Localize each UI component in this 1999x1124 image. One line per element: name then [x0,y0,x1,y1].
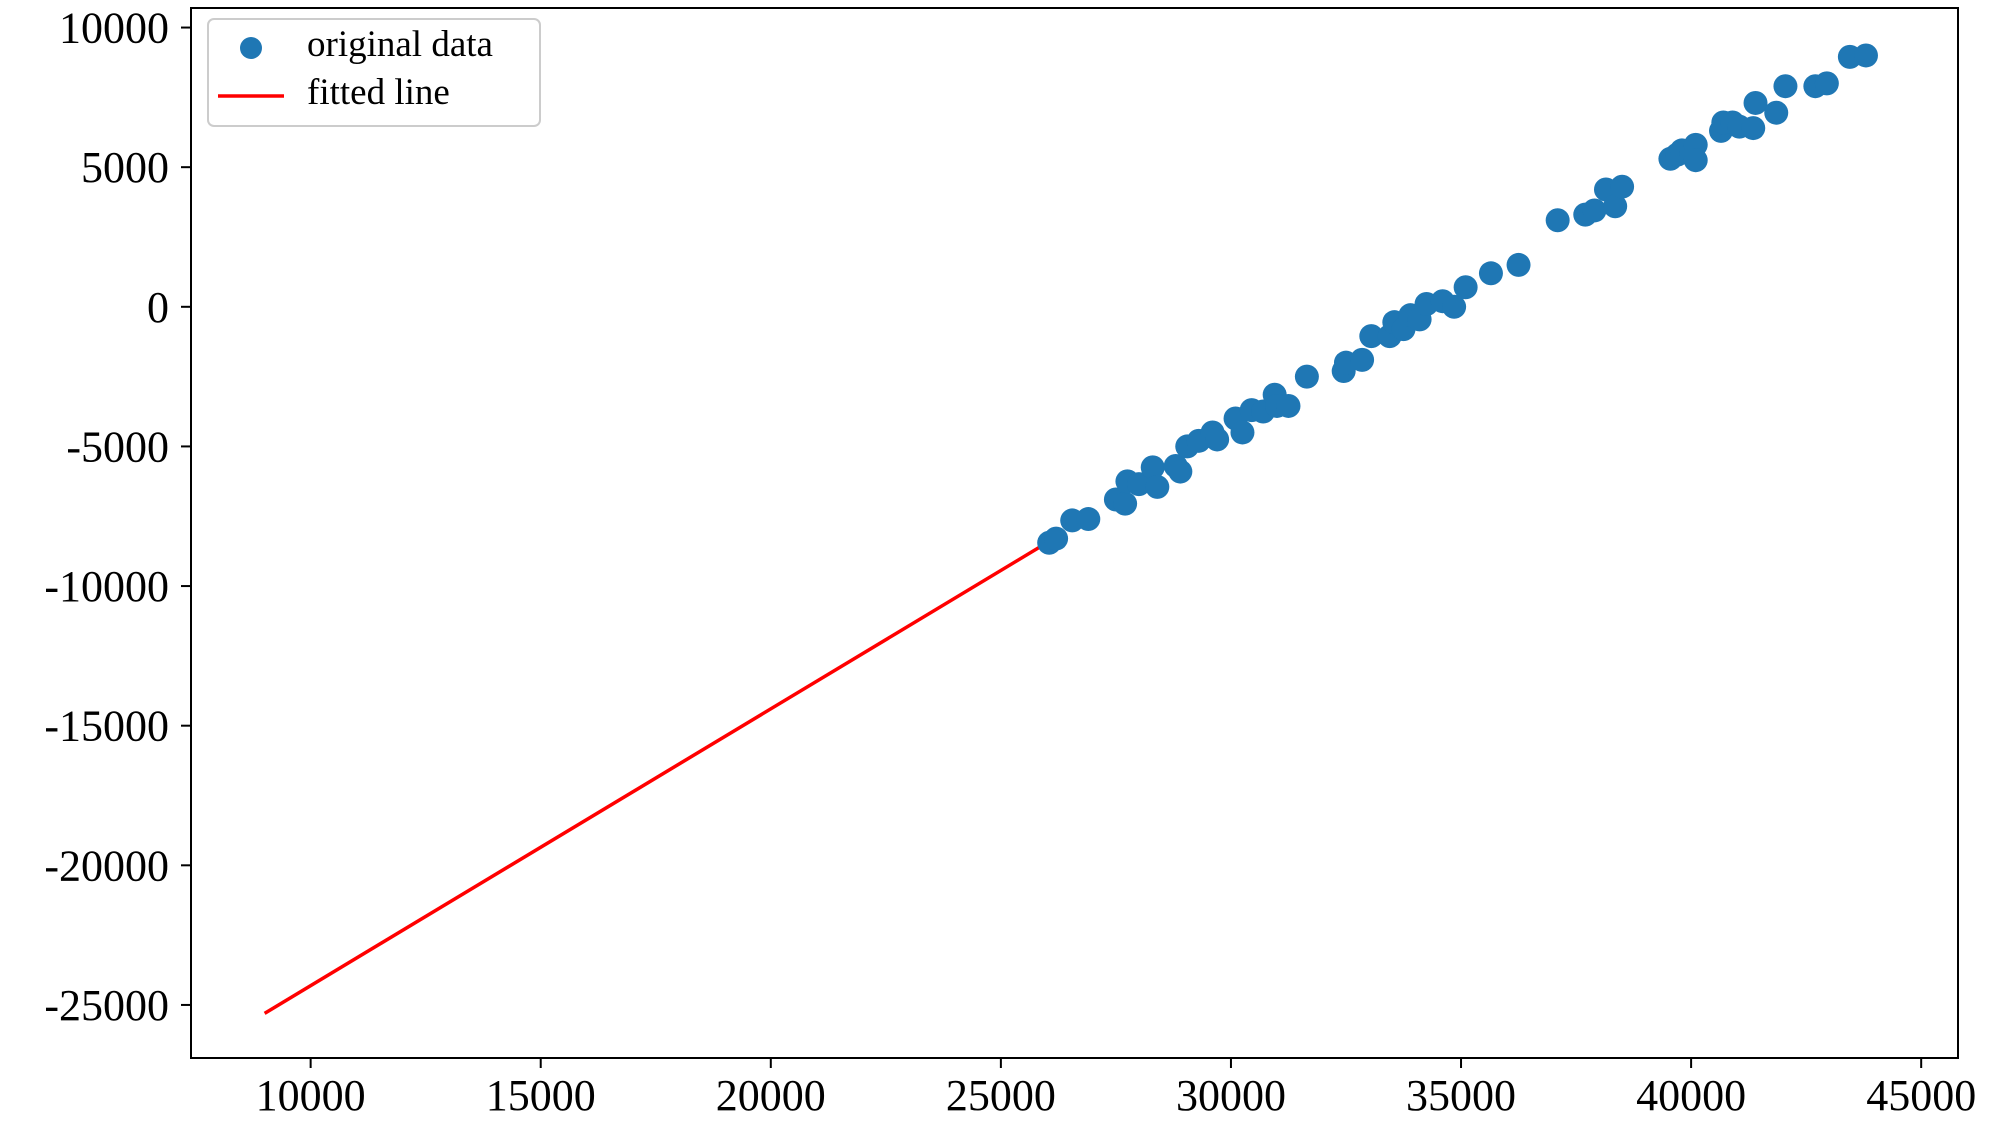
data-point [1076,507,1101,532]
data-point [1276,393,1301,418]
data-point [1814,71,1839,96]
data-point [1853,43,1878,68]
y-tick-label: -5000 [66,422,169,471]
data-point [1582,198,1607,223]
legend-label-original-data: original data [307,24,493,65]
data-point [1741,116,1766,141]
scatter-points-layer [1037,43,1878,555]
data-point [1764,100,1789,125]
data-point [1478,261,1503,286]
data-point [1113,491,1138,516]
y-tick-label: -10000 [44,562,169,611]
fitted-line [263,541,1048,1015]
x-tick-label: 25000 [946,1071,1056,1120]
data-point [1506,252,1531,277]
data-point [1205,427,1230,452]
data-point [1773,74,1798,99]
data-point [1230,420,1255,445]
y-tick-label: -25000 [44,981,169,1030]
fitted-line-layer [263,541,1048,1015]
y-tick-label: -15000 [44,702,169,751]
x-tick-label: 45000 [1866,1071,1976,1120]
x-tick-label: 30000 [1176,1071,1286,1120]
y-tick-label: 10000 [59,4,169,53]
data-point [1453,275,1478,300]
data-point [1683,148,1708,173]
x-tick-label: 15000 [486,1071,596,1120]
data-point [1044,526,1069,551]
data-point [1545,208,1570,233]
data-point [1442,294,1467,319]
y-tick-label: 5000 [81,143,169,192]
data-point [1126,472,1151,497]
y-tick-label: 0 [147,283,169,332]
y-tick-label: -20000 [44,841,169,890]
data-point [1145,474,1170,499]
x-tick-label: 10000 [256,1071,366,1120]
data-point [1350,347,1375,372]
legend-marker-original-data [240,37,262,59]
data-point [1294,364,1319,389]
data-point [1603,194,1628,219]
x-tick-label: 20000 [716,1071,826,1120]
x-tick-label: 40000 [1636,1071,1746,1120]
x-axis: 10000 15000 20000 25000 30000 35000 40000 45000 [256,1058,1976,1120]
legend: original data fitted line [207,18,541,127]
legend-box [207,18,541,127]
data-point [1743,90,1768,115]
x-tick-label: 35000 [1406,1071,1516,1120]
legend-label-fitted-line: fitted line [307,72,450,113]
y-axis: -25000 -20000 -15000 -10000 -5000 0 5000 10000 [44,4,191,1030]
data-point [1140,455,1165,480]
plot-area-frame [190,7,1959,1059]
data-point [1168,459,1193,484]
data-point [1610,174,1635,199]
data-point [1359,324,1384,349]
